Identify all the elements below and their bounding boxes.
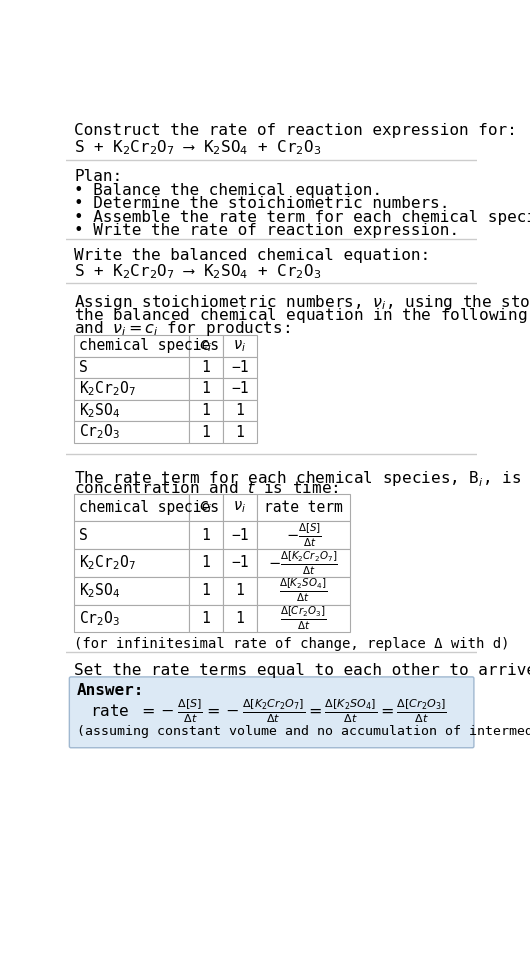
Bar [257,604,350,632]
Bar [257,577,350,604]
Text: $\frac{\Delta[Cr_2O_3]}{\Delta t}$: $\frac{\Delta[Cr_2O_3]}{\Delta t}$ [280,605,326,632]
Text: K$_2$Cr$_2$O$_7$: K$_2$Cr$_2$O$_7$ [78,380,136,398]
Text: $\nu_i$: $\nu_i$ [233,500,246,515]
Text: (assuming constant volume and no accumulation of intermediates or side products): (assuming constant volume and no accumul… [77,724,530,738]
Text: The rate term for each chemical species, B$_i$, is $\frac{1}{\nu_i}\frac{\Delta[: The rate term for each chemical species,… [74,465,530,492]
Text: −1: −1 [231,382,249,396]
Bar [189,521,223,549]
Bar [223,549,257,577]
Text: 1: 1 [235,611,244,626]
Text: rate term: rate term [264,500,343,515]
Bar [223,335,257,356]
Text: S: S [78,528,87,543]
Bar [223,521,257,549]
Bar [189,577,223,604]
Bar [74,577,189,604]
Text: −1: −1 [231,555,249,570]
Bar [223,422,257,443]
Text: rate $= -\frac{\Delta[S]}{\Delta t} = -\frac{\Delta[K_2Cr_2O_7]}{\Delta t} = \fr: rate $= -\frac{\Delta[S]}{\Delta t} = -\… [90,697,446,725]
Text: 1: 1 [201,360,210,375]
Text: • Write the rate of reaction expression.: • Write the rate of reaction expression. [74,223,459,237]
Text: (for infinitesimal rate of change, replace Δ with d): (for infinitesimal rate of change, repla… [74,637,509,651]
Text: • Assemble the rate term for each chemical species.: • Assemble the rate term for each chemic… [74,210,530,224]
Bar [223,400,257,422]
Text: K$_2$SO$_4$: K$_2$SO$_4$ [78,401,120,420]
Text: S: S [78,360,87,375]
Text: $-\frac{\Delta[K_2Cr_2O_7]}{\Delta t}$: $-\frac{\Delta[K_2Cr_2O_7]}{\Delta t}$ [268,549,338,577]
Text: $c_i$: $c_i$ [199,500,212,515]
Text: the balanced chemical equation in the following manner: $\nu_i = -c_i$ for react: the balanced chemical equation in the fo… [74,305,530,325]
Text: 1: 1 [201,403,210,418]
Bar [74,521,189,549]
Bar [74,549,189,577]
Bar [223,604,257,632]
Text: S + K$_2$Cr$_2$O$_7$ ⟶ K$_2$SO$_4$ + Cr$_2$O$_3$: S + K$_2$Cr$_2$O$_7$ ⟶ K$_2$SO$_4$ + Cr$… [74,262,321,280]
Bar [74,422,189,443]
Text: Construct the rate of reaction expression for:: Construct the rate of reaction expressio… [74,123,517,139]
Text: chemical species: chemical species [78,500,219,515]
Text: • Balance the chemical equation.: • Balance the chemical equation. [74,183,382,198]
Text: 1: 1 [235,403,244,418]
Bar [74,378,189,400]
Bar [189,494,223,521]
Text: $\frac{\Delta[K_2SO_4]}{\Delta t}$: $\frac{\Delta[K_2SO_4]}{\Delta t}$ [279,577,328,604]
Bar [257,494,350,521]
Text: 1: 1 [201,584,210,598]
Bar [74,494,189,521]
Text: Cr$_2$O$_3$: Cr$_2$O$_3$ [78,609,120,628]
Text: 1: 1 [201,425,210,439]
Text: 1: 1 [201,611,210,626]
Text: concentration and $t$ is time:: concentration and $t$ is time: [74,480,339,496]
Bar [74,335,189,356]
FancyBboxPatch shape [69,677,474,748]
Text: Assign stoichiometric numbers, $\nu_i$, using the stoichiometric coefficients, $: Assign stoichiometric numbers, $\nu_i$, … [74,293,530,311]
Text: −1: −1 [231,528,249,543]
Bar [189,400,223,422]
Text: K$_2$SO$_4$: K$_2$SO$_4$ [78,582,120,600]
Bar [189,604,223,632]
Bar [74,604,189,632]
Text: $\nu_i$: $\nu_i$ [233,338,246,353]
Bar [189,549,223,577]
Text: 1: 1 [235,584,244,598]
Text: K$_2$Cr$_2$O$_7$: K$_2$Cr$_2$O$_7$ [78,553,136,572]
Bar [223,577,257,604]
Bar [189,356,223,378]
Text: Set the rate terms equal to each other to arrive at the rate expression:: Set the rate terms equal to each other t… [74,663,530,678]
Bar [74,356,189,378]
Text: Cr$_2$O$_3$: Cr$_2$O$_3$ [78,423,120,441]
Text: S + K$_2$Cr$_2$O$_7$ ⟶ K$_2$SO$_4$ + Cr$_2$O$_3$: S + K$_2$Cr$_2$O$_7$ ⟶ K$_2$SO$_4$ + Cr$… [74,139,321,157]
Bar [223,356,257,378]
Text: −1: −1 [231,360,249,375]
Text: 1: 1 [201,528,210,543]
Bar [189,335,223,356]
Bar [223,494,257,521]
Text: 1: 1 [201,555,210,570]
Bar [223,378,257,400]
Bar [257,549,350,577]
Text: 1: 1 [201,382,210,396]
Text: and $\nu_i = c_i$ for products:: and $\nu_i = c_i$ for products: [74,319,290,338]
Text: $c_i$: $c_i$ [199,338,212,353]
Bar [189,422,223,443]
Text: $-\frac{\Delta[S]}{\Delta t}$: $-\frac{\Delta[S]}{\Delta t}$ [286,521,321,549]
Bar [189,378,223,400]
Text: Write the balanced chemical equation:: Write the balanced chemical equation: [74,248,430,263]
Bar [74,400,189,422]
Text: Plan:: Plan: [74,170,122,184]
Text: chemical species: chemical species [78,339,219,353]
Text: Answer:: Answer: [77,683,145,698]
Text: • Determine the stoichiometric numbers.: • Determine the stoichiometric numbers. [74,196,449,212]
Text: 1: 1 [235,425,244,439]
Bar [257,521,350,549]
